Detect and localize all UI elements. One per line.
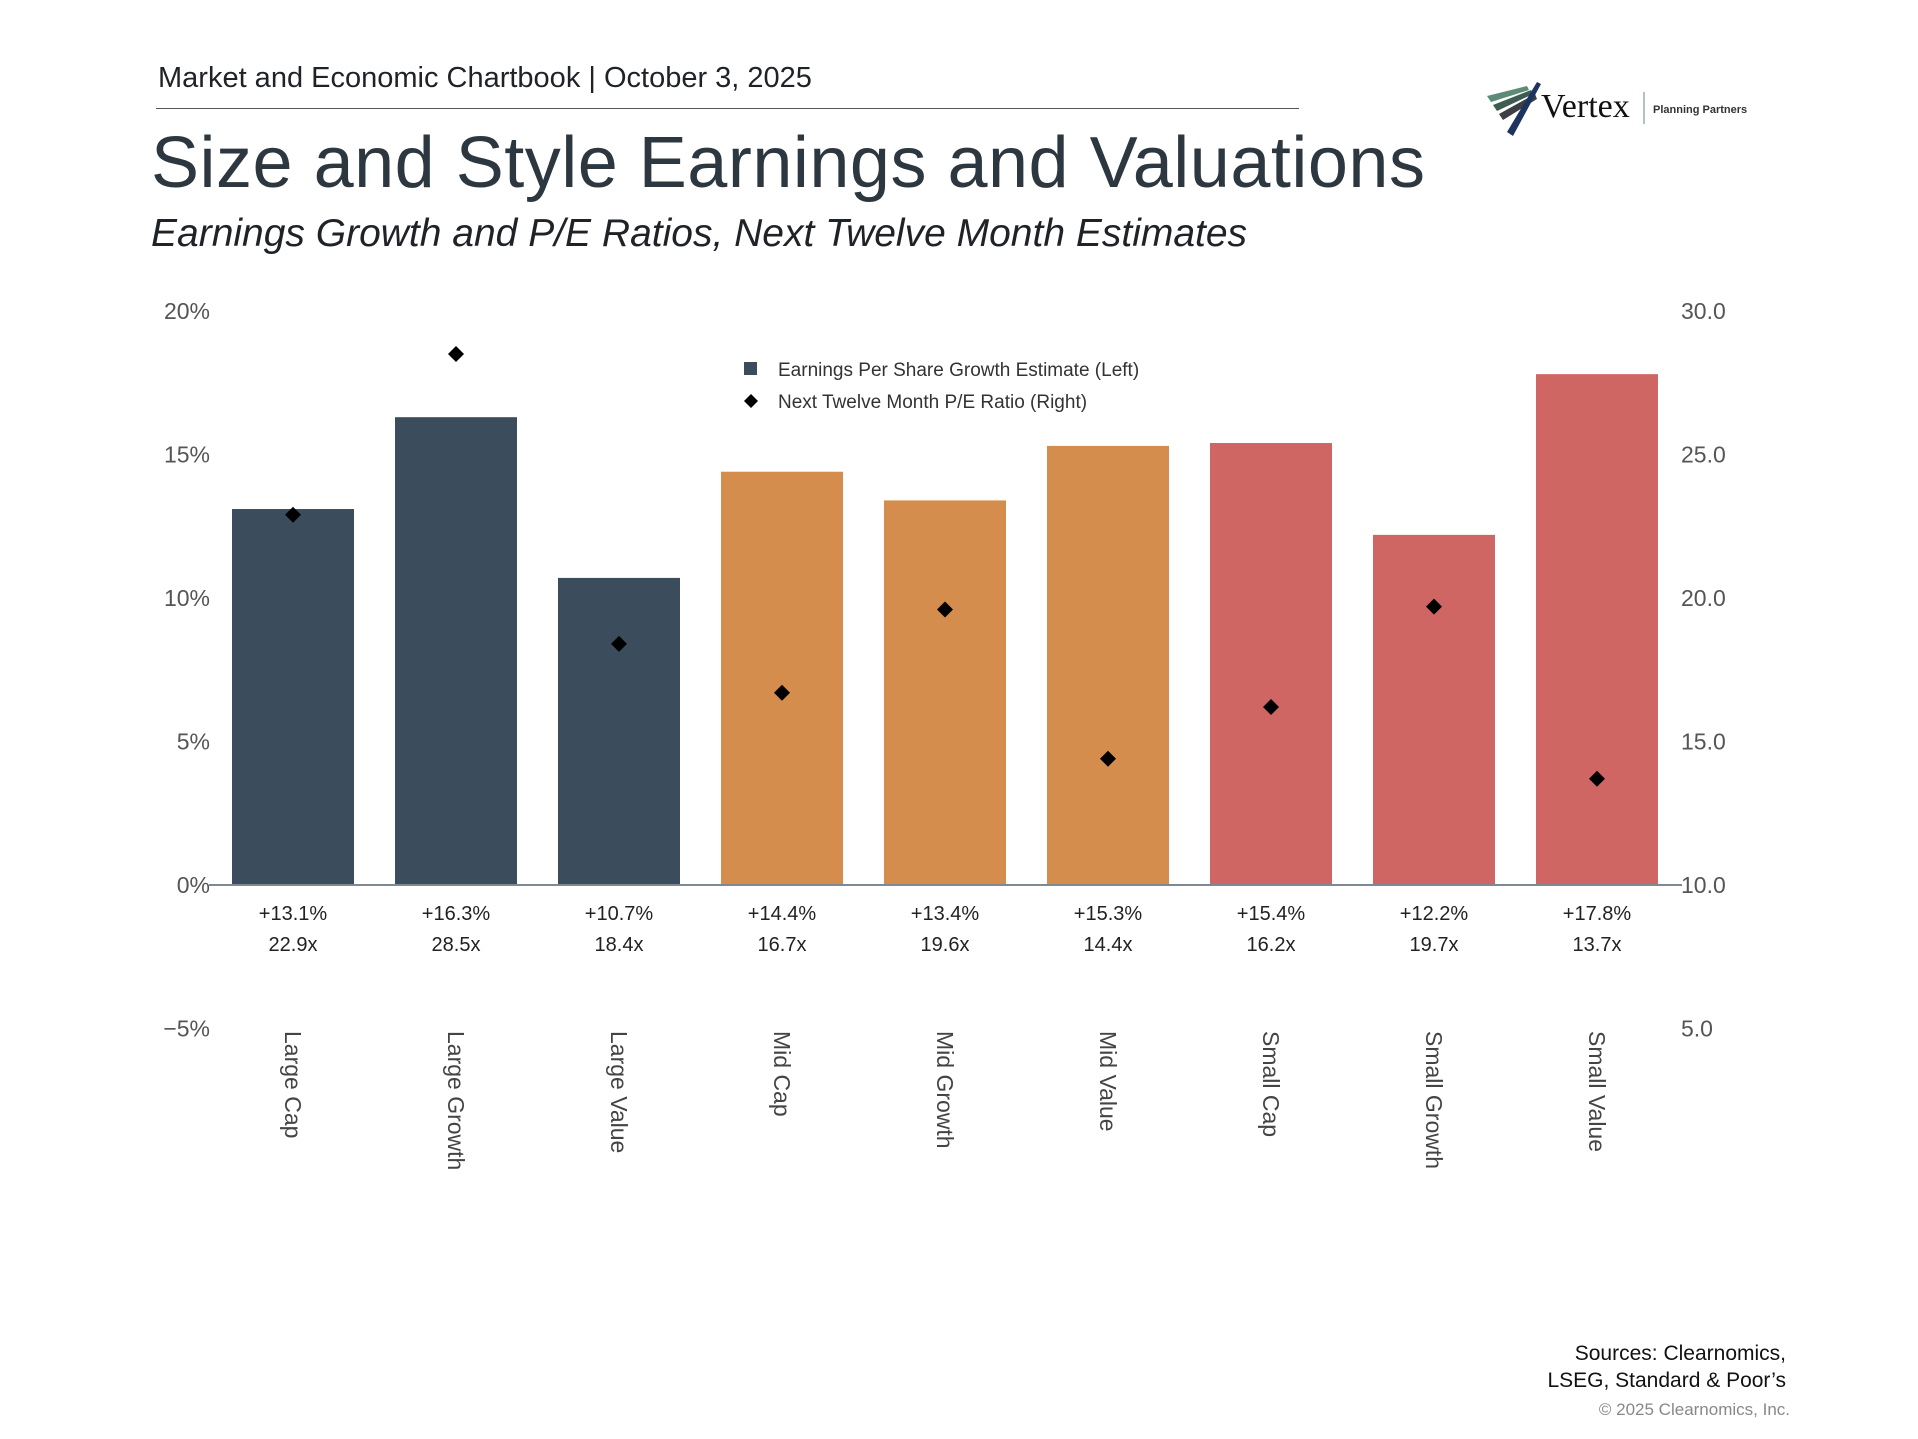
pe-marker xyxy=(937,601,953,618)
left-axis-tick-label: 10% xyxy=(164,585,210,611)
page-title: Size and Style Earnings and Valuations xyxy=(151,123,1426,203)
logo-name: Vertex xyxy=(1541,88,1630,125)
pe-marker xyxy=(1426,598,1442,615)
legend-eps-label: Earnings Per Share Growth Estimate (Left… xyxy=(778,360,1139,381)
eps-bar xyxy=(884,500,1006,885)
pe-marker xyxy=(1100,750,1116,767)
pe-data-label: 16.7x xyxy=(758,934,807,956)
sources: Sources: Clearnomics, LSEG, Standard & P… xyxy=(1547,1340,1786,1394)
eps-data-label: +13.1% xyxy=(259,903,328,925)
left-axis-tick-label: 0% xyxy=(177,872,210,898)
right-axis-tick-label: 20.0 xyxy=(1681,585,1726,611)
sources-line-1: Sources: Clearnomics, xyxy=(1574,1342,1786,1365)
logo-tagline: Planning Partners xyxy=(1653,104,1747,116)
pe-data-label: 22.9x xyxy=(269,934,318,956)
category-label: Large Cap xyxy=(280,1031,306,1138)
eps-data-label: +16.3% xyxy=(422,903,491,925)
vertex-logo: Vertex Planning Partners xyxy=(1487,82,1747,136)
pe-data-label: 18.4x xyxy=(595,934,644,956)
legend-eps-swatch xyxy=(744,362,757,375)
right-axis-tick-label: 25.0 xyxy=(1681,442,1726,468)
legend-pe-diamond-icon xyxy=(744,394,758,408)
eps-data-label: +12.2% xyxy=(1400,903,1469,925)
pe-marker xyxy=(1263,699,1279,716)
right-axis-tick-label: 5.0 xyxy=(1681,1016,1713,1042)
eps-bar xyxy=(1047,445,1169,885)
pe-data-label: 19.7x xyxy=(1410,934,1459,956)
pe-data-label: 19.6x xyxy=(921,934,970,956)
pe-data-label: 14.4x xyxy=(1084,934,1133,956)
eps-bar xyxy=(721,471,843,885)
eps-bar xyxy=(558,577,680,885)
logo-mark-icon xyxy=(1487,82,1541,136)
left-axis-tick-label: 20% xyxy=(164,298,210,324)
category-label: Small Cap xyxy=(1258,1031,1284,1137)
chart: 20% 15% 10% 5% 0% −5% 30.0 25.0 20.0 15.0 10.0 5.0 +… xyxy=(163,298,1726,1170)
eps-data-label: +15.4% xyxy=(1237,903,1306,925)
header-divider xyxy=(156,108,1299,109)
right-axis-tick-label: 10.0 xyxy=(1681,872,1726,898)
eps-bar xyxy=(1373,534,1495,885)
left-axis-tick-label: 15% xyxy=(164,442,210,468)
pe-marker xyxy=(448,346,464,363)
eps-bar xyxy=(395,417,517,885)
pe-data-label: 28.5x xyxy=(432,934,481,956)
pe-marker xyxy=(774,684,790,701)
eps-data-label: +10.7% xyxy=(585,903,654,925)
page-subtitle: Earnings Growth and P/E Ratios, Next Twe… xyxy=(151,212,1248,255)
right-axis-tick-label: 30.0 xyxy=(1681,298,1726,324)
right-axis-tick-label: 15.0 xyxy=(1681,729,1726,755)
category-label: Mid Growth xyxy=(932,1031,958,1149)
chartbook-header: Market and Economic Chartbook | October … xyxy=(158,62,812,94)
pe-data-label: 13.7x xyxy=(1573,934,1622,956)
pe-marker xyxy=(285,506,301,523)
eps-data-label: +15.3% xyxy=(1074,903,1143,925)
eps-bar xyxy=(1536,374,1658,885)
legend-pe-label: Next Twelve Month P/E Ratio (Right) xyxy=(778,392,1087,413)
sources-line-2: LSEG, Standard & Poor’s xyxy=(1547,1369,1786,1392)
eps-bar xyxy=(232,509,354,885)
category-label: Large Growth xyxy=(443,1031,469,1170)
category-label: Mid Value xyxy=(1095,1031,1121,1132)
eps-bar xyxy=(1210,443,1332,885)
pe-data-label: 16.2x xyxy=(1247,934,1296,956)
left-axis-tick-label: 5% xyxy=(177,729,210,755)
pe-marker xyxy=(1589,770,1605,787)
category-label: Small Growth xyxy=(1421,1031,1447,1169)
pe-marker xyxy=(611,635,627,652)
eps-data-label: +17.8% xyxy=(1563,903,1632,925)
eps-data-label: +13.4% xyxy=(911,903,980,925)
category-label: Large Value xyxy=(606,1031,632,1153)
left-axis-tick-label: −5% xyxy=(163,1016,210,1042)
category-label: Small Value xyxy=(1584,1031,1610,1152)
eps-data-label: +14.4% xyxy=(748,903,817,925)
copyright: © 2025 Clearnomics, Inc. xyxy=(1598,1400,1790,1419)
category-label: Mid Cap xyxy=(769,1031,795,1117)
